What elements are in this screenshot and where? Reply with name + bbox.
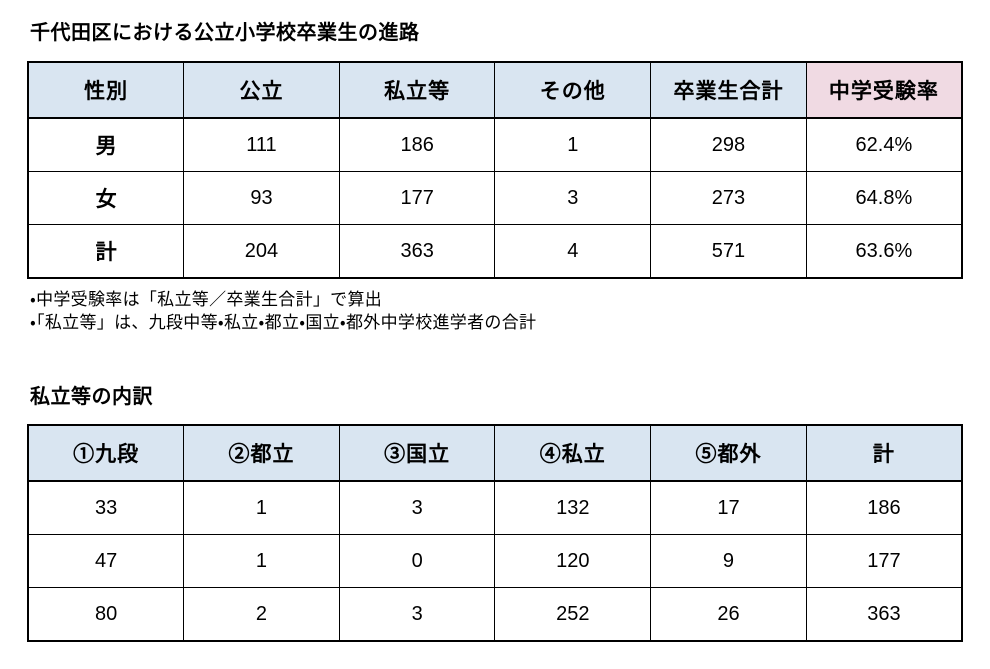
- summary-header-total: 卒業生合計: [650, 61, 807, 119]
- data-cell: 363: [338, 224, 496, 279]
- data-cell: 33: [27, 480, 185, 535]
- data-cell: 62.4%: [805, 117, 963, 172]
- data-cell: 252: [494, 587, 652, 642]
- breakdown-row-female: 47 1 0 120 9 177: [27, 534, 963, 588]
- summary-row-total: 計 204 363 4 571 63.6%: [27, 224, 963, 279]
- data-cell: 9: [650, 534, 807, 588]
- data-cell: 0: [338, 534, 496, 588]
- summary-header-private: 私立等: [338, 61, 496, 119]
- breakdown-table-title: 私立等の内訳: [30, 386, 153, 408]
- summary-header-gender: 性別: [27, 61, 185, 119]
- data-cell: 177: [805, 534, 963, 588]
- data-cell: 298: [650, 117, 807, 172]
- data-cell: 1: [494, 117, 652, 172]
- data-cell: 26: [650, 587, 807, 642]
- footnote-exam-rate: ・中学受験率は「私立等／卒業生合計」で算出: [30, 290, 383, 309]
- data-cell: 204: [183, 224, 340, 279]
- data-cell: 177: [338, 171, 496, 225]
- breakdown-row-total: 80 2 3 252 26 363: [27, 587, 963, 642]
- data-cell: 120: [494, 534, 652, 588]
- data-cell: 363: [805, 587, 963, 642]
- breakdown-header-row: ①九段 ②都立 ③国立 ④私立 ⑤都外 計: [27, 424, 963, 482]
- data-cell: 1: [183, 480, 340, 535]
- row-label: 男: [27, 117, 185, 172]
- data-cell: 186: [338, 117, 496, 172]
- data-cell: 111: [183, 117, 340, 172]
- breakdown-table: ①九段 ②都立 ③国立 ④私立 ⑤都外 計 33 1 3 132 17 186 …: [27, 424, 963, 642]
- breakdown-header-outside: ⑤都外: [650, 424, 807, 482]
- data-cell: 3: [338, 480, 496, 535]
- row-label: 女: [27, 171, 185, 225]
- footnotes: ・中学受験率は「私立等／卒業生合計」で算出 ・「私立等」は、九段中等・私立・都立…: [30, 288, 963, 334]
- summary-table: 性別 公立 私立等 その他 卒業生合計 中学受験率 男 111 186 1 29…: [27, 61, 963, 279]
- data-cell: 3: [494, 171, 652, 225]
- summary-header-other: その他: [494, 61, 652, 119]
- data-cell: 17: [650, 480, 807, 535]
- breakdown-header-private: ④私立: [494, 424, 652, 482]
- data-cell: 186: [805, 480, 963, 535]
- breakdown-row-male: 33 1 3 132 17 186: [27, 480, 963, 535]
- data-cell: 47: [27, 534, 185, 588]
- breakdown-header-metropolitan: ②都立: [183, 424, 340, 482]
- data-cell: 4: [494, 224, 652, 279]
- summary-header-row: 性別 公立 私立等 その他 卒業生合計 中学受験率: [27, 61, 963, 119]
- breakdown-header-kudan: ①九段: [27, 424, 185, 482]
- row-label: 計: [27, 224, 185, 279]
- data-cell: 571: [650, 224, 807, 279]
- data-cell: 132: [494, 480, 652, 535]
- page: 千代田区における公立小学校卒業生の進路 性別 公立 私立等 その他 卒業生合計 …: [27, 22, 963, 642]
- summary-header-exam-rate: 中学受験率: [805, 61, 963, 119]
- data-cell: 273: [650, 171, 807, 225]
- data-cell: 2: [183, 587, 340, 642]
- footnote-private-definition: ・「私立等」は、九段中等・私立・都立・国立・都外中学校進学者の合計: [30, 313, 537, 332]
- data-cell: 3: [338, 587, 496, 642]
- summary-row-male: 男 111 186 1 298 62.4%: [27, 117, 963, 172]
- data-cell: 80: [27, 587, 185, 642]
- breakdown-header-total: 計: [805, 424, 963, 482]
- breakdown-header-national: ③国立: [338, 424, 496, 482]
- data-cell: 93: [183, 171, 340, 225]
- data-cell: 1: [183, 534, 340, 588]
- summary-row-female: 女 93 177 3 273 64.8%: [27, 171, 963, 225]
- summary-header-public: 公立: [183, 61, 340, 119]
- data-cell: 64.8%: [805, 171, 963, 225]
- summary-table-title: 千代田区における公立小学校卒業生の進路: [30, 22, 420, 44]
- data-cell: 63.6%: [805, 224, 963, 279]
